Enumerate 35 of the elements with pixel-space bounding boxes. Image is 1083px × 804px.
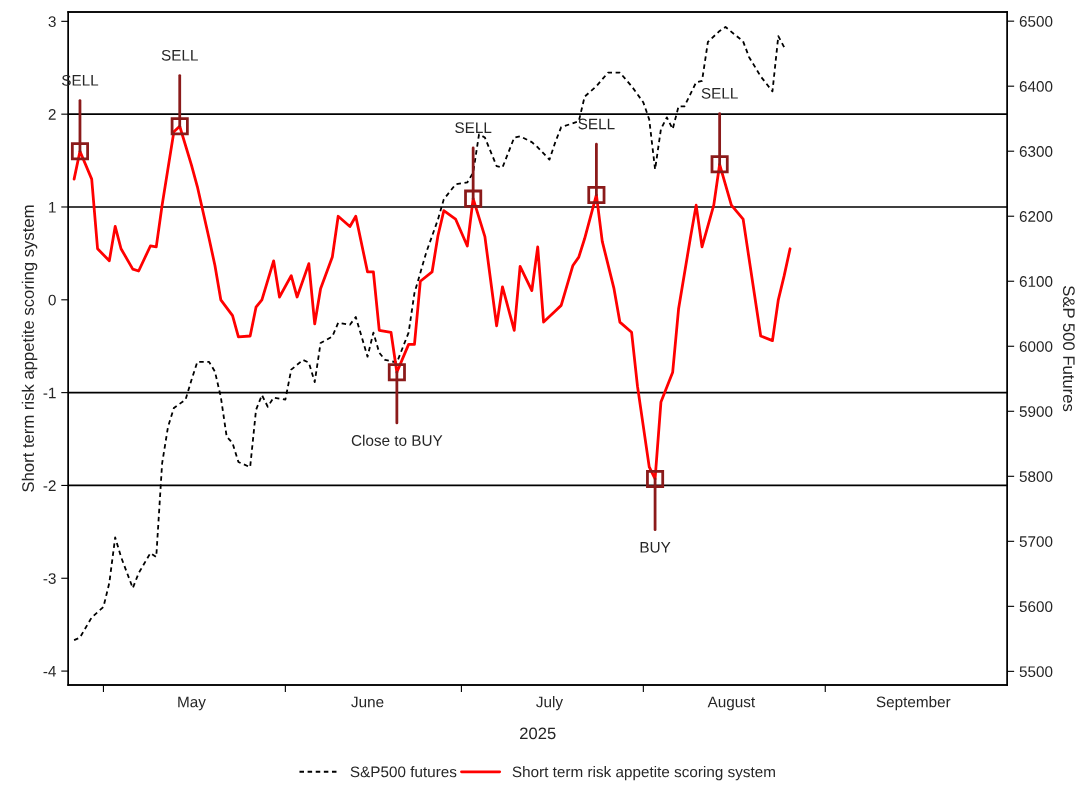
y-tick-label: -1 <box>43 387 56 399</box>
y-tick-label: 0 <box>48 294 56 306</box>
x-axis-title: 2025 <box>520 727 556 740</box>
annotation: SELL <box>161 49 198 61</box>
y-axis-title: Short term risk appetite scoring system <box>21 205 38 492</box>
x-tick-label: August <box>707 696 756 711</box>
x-tick-label: May <box>178 696 206 711</box>
annotation: Close to BUY <box>351 434 443 446</box>
y2-tick-label: 5600 <box>1019 601 1053 613</box>
y-tick-label: -4 <box>43 666 56 677</box>
y-tick-label: -2 <box>43 480 56 491</box>
y-tick-label: -3 <box>43 573 56 584</box>
y2-tick-label: 5800 <box>1019 471 1053 482</box>
x-tick-label: September <box>876 696 951 711</box>
annotation: BUY <box>640 542 671 553</box>
y2-tick-label: 6200 <box>1019 211 1053 222</box>
y-tick-label: 1 <box>49 202 56 213</box>
annotation: SELL <box>455 122 492 134</box>
x-tick-label: June <box>351 696 384 708</box>
y2-tick-label: 5900 <box>1019 406 1053 417</box>
annotation: SELL <box>701 87 738 99</box>
y2-tick-label: 6100 <box>1019 276 1053 287</box>
annotation: SELL <box>578 118 615 130</box>
legend-label: Short term risk appetite scoring system <box>512 766 775 781</box>
y2-tick-label: 6000 <box>1019 341 1053 352</box>
y2-tick-label: 5700 <box>1019 536 1053 547</box>
y-tick-label: 3 <box>48 16 56 28</box>
y-tick-label: 2 <box>48 109 56 120</box>
y2-tick-label: 5500 <box>1019 666 1053 678</box>
legend-label: S&P500 futures <box>350 766 457 778</box>
y2-tick-label: 6500 <box>1019 16 1053 27</box>
y2-axis-title: S&P 500 Futures <box>1062 285 1075 412</box>
y2-tick-label: 6300 <box>1019 146 1053 157</box>
y2-tick-label: 6400 <box>1019 81 1053 92</box>
x-tick-label: July <box>536 696 563 711</box>
